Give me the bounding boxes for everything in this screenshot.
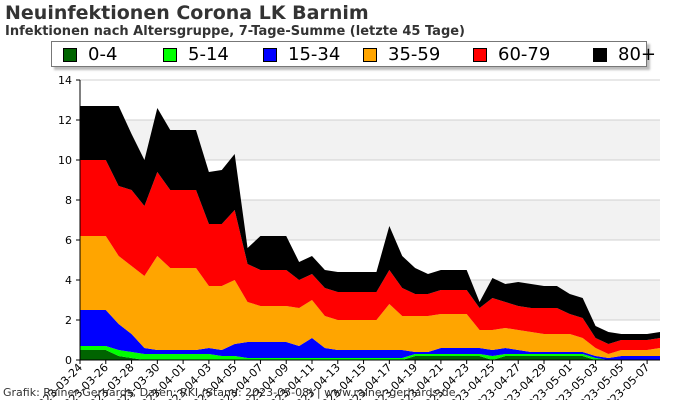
legend-swatch: [593, 48, 607, 62]
y-tick-label: 12: [58, 114, 72, 127]
y-tick-label: 10: [58, 154, 72, 167]
chart-footer: Grafik: Rainer Gerhards, Daten: RKI (Sta…: [3, 386, 456, 399]
y-tick-label: 6: [65, 234, 72, 247]
legend-swatch: [263, 48, 277, 62]
series-area-0-4: [80, 350, 660, 360]
series-area-5-14: [80, 346, 660, 360]
legend: 0-4 5-14 15-34 35-59 60-79 80+: [51, 41, 656, 67]
chart-subtitle: Infektionen nach Altersgruppe, 7-Tage-Su…: [5, 24, 466, 39]
y-tick-label: 2: [65, 314, 72, 327]
y-tick-label: 14: [58, 74, 72, 87]
legend-label: 15-34: [288, 44, 341, 65]
legend-swatch: [473, 48, 487, 62]
legend-swatch: [63, 48, 77, 62]
chart-title: Neuinfektionen Corona LK Barnim: [5, 2, 369, 24]
series-area-35-59: [80, 236, 660, 358]
legend-swatch: [363, 48, 377, 62]
y-tick-label: 0: [65, 354, 72, 367]
legend-label: 35-59: [388, 44, 441, 65]
y-tick-label: 8: [65, 194, 72, 207]
series-area-60-79: [80, 160, 660, 354]
legend-label: 80+: [618, 44, 656, 65]
series-area-80+: [80, 106, 660, 344]
legend-swatch: [163, 48, 177, 62]
legend-label: 0-4: [88, 44, 118, 65]
y-tick-label: 4: [65, 274, 72, 287]
legend-label: 60-79: [498, 44, 551, 65]
legend-label: 5-14: [188, 44, 229, 65]
